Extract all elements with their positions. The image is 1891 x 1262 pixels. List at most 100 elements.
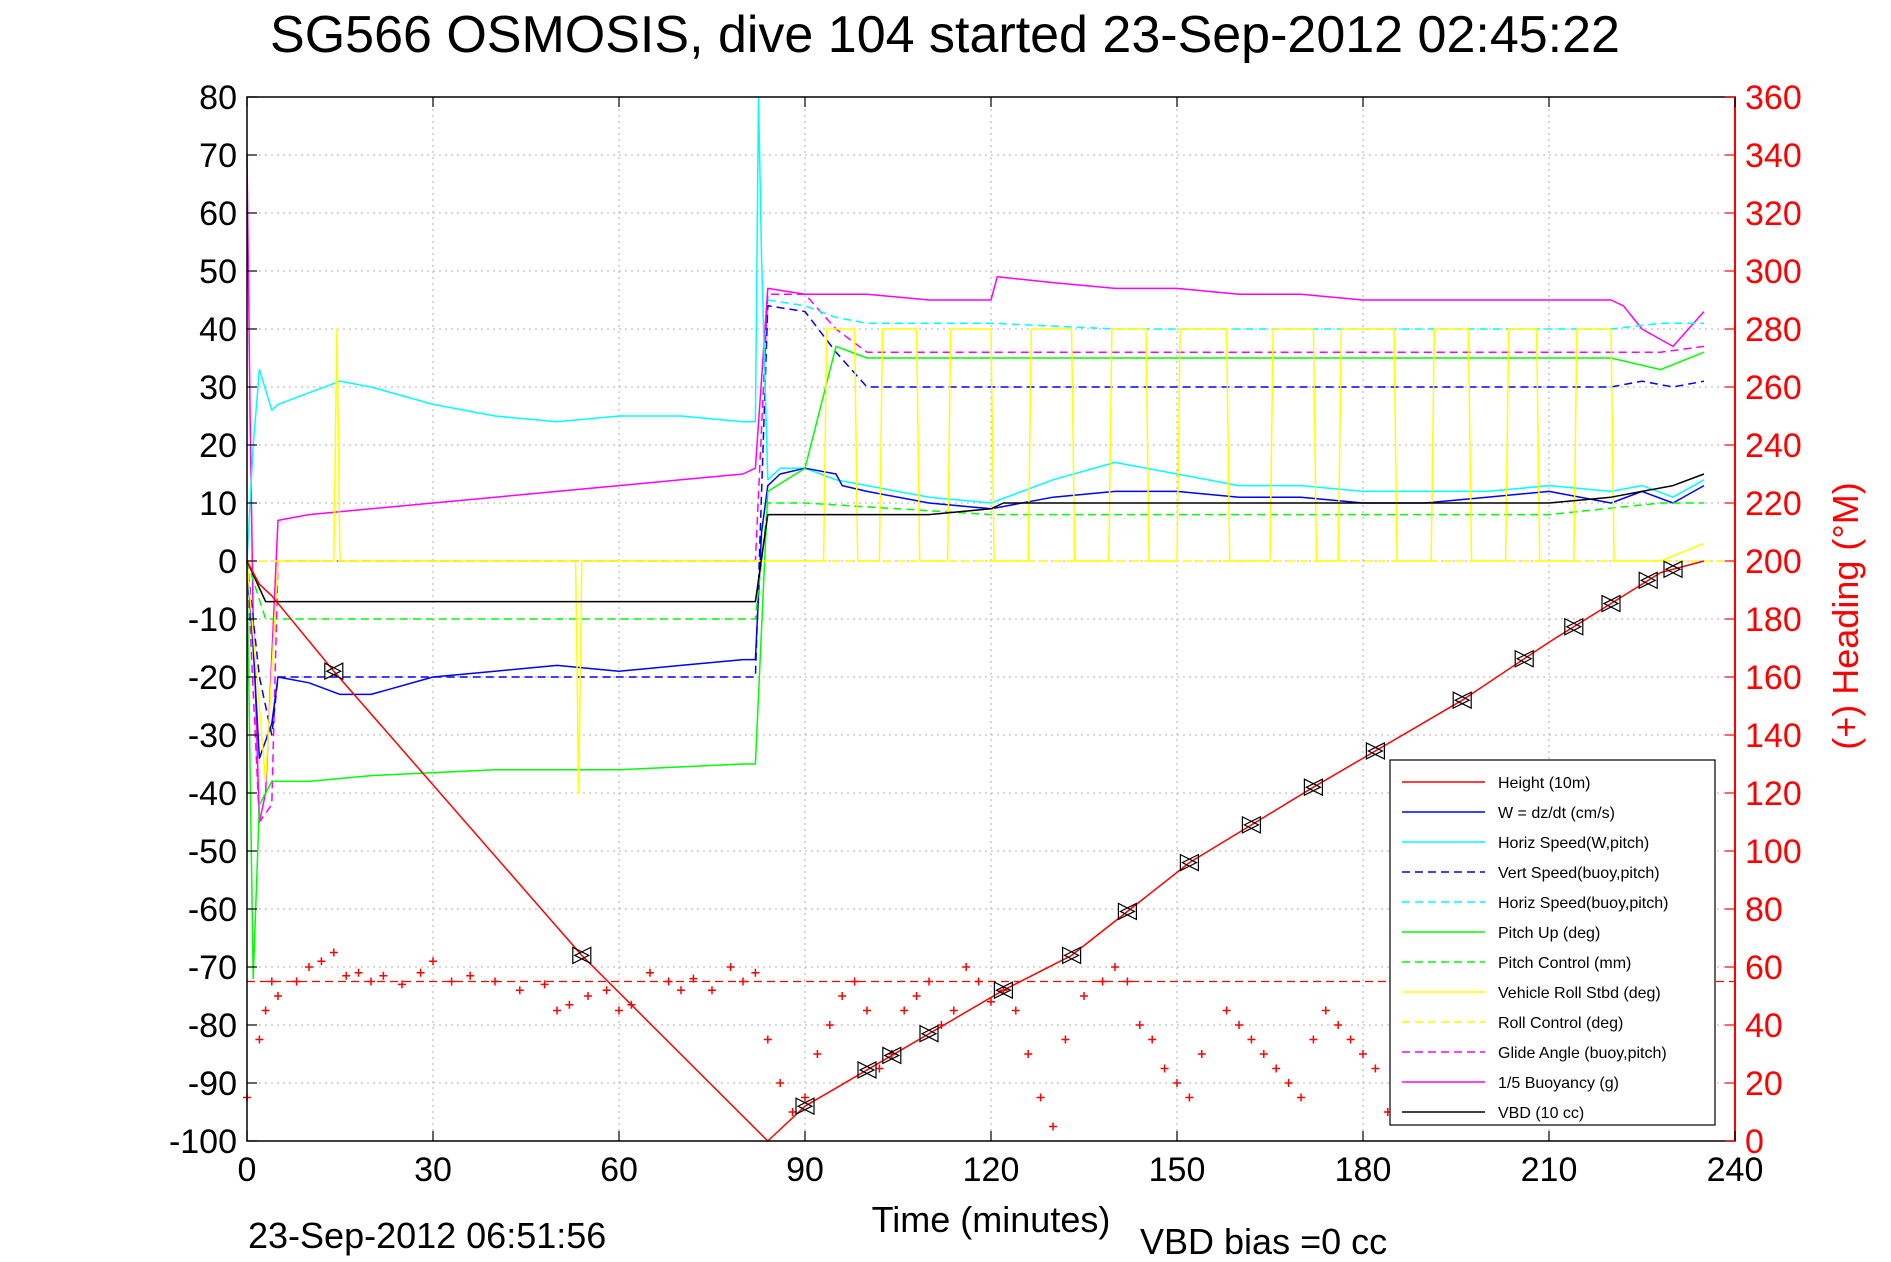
legend-label: 1/5 Buoyancy (g) [1498,1075,1619,1092]
y2-tick-label: 260 [1745,369,1802,407]
y2-tick-label: 300 [1745,253,1802,291]
heading-cross [1197,1050,1206,1058]
heading-cross [602,986,611,995]
y-tick-label: -80 [188,1007,237,1045]
heading-cross [1247,1035,1256,1044]
series-layer [246,96,1735,1142]
heading-cross [850,977,859,986]
height-marker [1367,741,1385,760]
y-tick-label: -100 [169,1123,237,1161]
legend-label: Horiz Speed(buoy,pitch) [1498,895,1668,912]
heading-cross [1080,992,1088,1000]
height-marker [993,981,1012,1000]
heading-cross [838,992,847,1000]
heading-cross [962,963,971,971]
heading-cross [1309,1035,1318,1044]
height-marker [1063,946,1082,965]
legend-label: W = dz/dt (cm/s) [1498,805,1615,822]
x-tick-label: 210 [1521,1151,1578,1189]
y-tick-label: -90 [188,1065,237,1103]
heading-cross [751,968,760,977]
height-marker [324,662,343,681]
legend-label: Vehicle Roll Stbd (deg) [1498,985,1661,1002]
heading-cross [1011,1006,1020,1015]
heading-cross [1371,1064,1380,1073]
y2-tick-label: 120 [1745,775,1802,813]
y-tick-label: -40 [188,775,237,813]
footer-timestamp: 23-Sep-2012 06:51:56 [248,1215,606,1256]
heading-cross [1024,1050,1033,1058]
height-marker [1062,946,1080,965]
height-marker [325,662,344,681]
heading-cross [726,963,735,971]
y-tick-label: -20 [188,659,237,697]
heading-cross [1222,1006,1231,1015]
heading-cross [1098,977,1107,986]
height-marker [573,946,592,965]
heading-cross [987,997,995,1006]
height-marker [857,1060,876,1079]
height-marker [1515,649,1534,668]
heading-cross [788,1108,797,1116]
legend-label: Vert Speed(buoy,pitch) [1498,865,1660,882]
x-axis-ticks: 0 30 60 90 120 150 180 210 240 [238,97,1764,1189]
heading-cross [689,974,698,983]
y-tick-label: 10 [199,485,237,523]
legend-label: Glide Angle (buoy,pitch) [1498,1045,1667,1062]
height-marker [920,1024,939,1043]
series-line-10 [246,154,1705,823]
height-marker [1181,853,1199,872]
heading-cross [317,957,326,966]
heading-cross [627,1000,636,1009]
heading-cross [466,971,475,980]
heading-cross [1235,1021,1243,1029]
heading-cross [1297,1093,1305,1102]
y-tick-label: 40 [199,311,237,349]
heading-cross [1272,1064,1281,1073]
heading-cross [912,992,921,1000]
heading-cross [1284,1079,1293,1087]
y2-axis-label: (+) Heading (°M) [1825,482,1866,749]
height-marker [1638,571,1657,590]
footer-vbd-bias: VBD bias =0 cc [1140,1221,1387,1262]
height-marker [1119,902,1137,921]
y-tick-label: -30 [188,717,237,755]
heading-cross [801,1093,809,1102]
height-marker [1453,691,1472,710]
heading-cross [1135,1021,1144,1029]
heading-cross [875,1064,884,1073]
heading-cross [677,986,685,995]
heading-cross [1359,1050,1367,1058]
heading-cross [708,986,716,995]
x-tick-label: 90 [786,1151,824,1189]
legend: Height (10m) W = dz/dt (cm/s) Horiz Speed(… [1389,759,1716,1126]
y2-tick-label: 180 [1745,601,1802,639]
x-tick-label: 150 [1149,1151,1206,1189]
heading-cross [1321,1006,1330,1015]
heading-cross [1111,963,1119,971]
legend-label: Pitch Control (mm) [1498,955,1631,972]
heading-cross [646,968,654,977]
y2-tick-label: 160 [1745,659,1802,697]
height-marker [919,1024,938,1043]
series-line-4 [767,299,1704,330]
height-markers [324,560,1683,1116]
x-tick-label: 60 [600,1151,638,1189]
series-line-11 [246,473,1705,603]
heading-cross [565,1000,574,1009]
height-marker [1452,691,1471,710]
heading-cross [615,1006,623,1015]
heading-cross [925,977,933,986]
heading-cross [949,1006,958,1015]
legend-label: Horiz Speed(W,pitch) [1498,835,1649,852]
x-tick-label: 120 [963,1151,1020,1189]
heading-cross [447,977,456,986]
heading-cross [739,977,747,986]
y2-tick-label: 280 [1745,311,1802,349]
heading-cross [267,977,276,986]
x-tick-label: 240 [1707,1151,1764,1189]
y-tick-label: -60 [188,891,237,929]
heading-cross [379,971,388,980]
heading-cross [763,1035,772,1044]
series-line-3 [246,305,1705,736]
